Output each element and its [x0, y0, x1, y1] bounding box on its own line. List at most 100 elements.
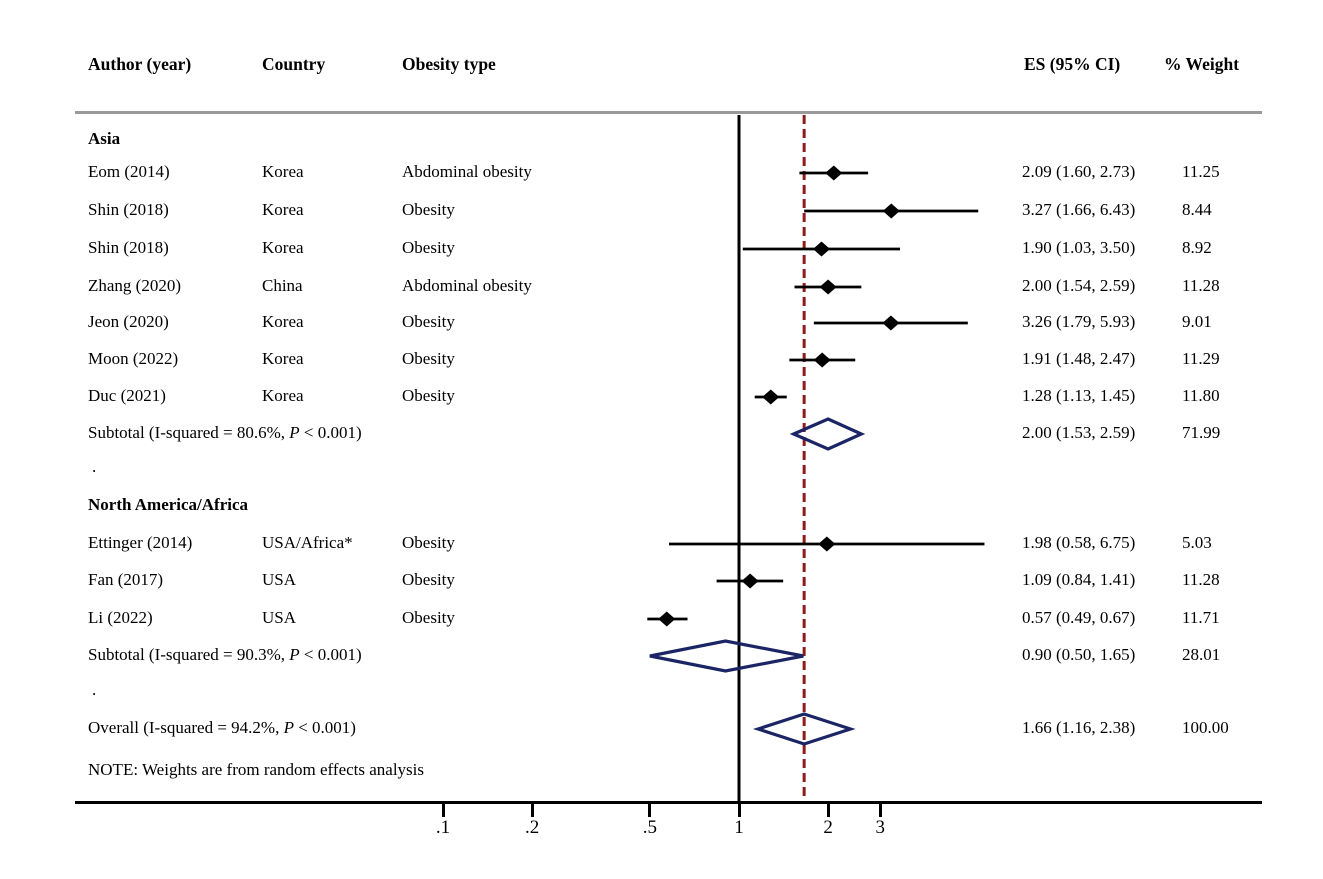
- author-cell: Ettinger (2014): [88, 533, 193, 552]
- subtotal-pooled-diamond: [789, 417, 866, 451]
- country-cell: Korea: [262, 386, 304, 405]
- es-ci-cell: 1.90 (1.03, 3.50): [1022, 238, 1136, 257]
- weight-cell: 11.28: [1182, 570, 1220, 589]
- label-post: < 0.001): [299, 423, 362, 442]
- header-separator-line: [75, 111, 1262, 114]
- es-ci-cell: 3.27 (1.66, 6.43): [1022, 200, 1136, 219]
- es-ci-cell: 1.98 (0.58, 6.75): [1022, 533, 1136, 552]
- axis-tick: [826, 803, 830, 817]
- point-estimate-marker: [882, 203, 900, 219]
- study-row: Moon (2022) Korea Obesity 1.91 (1.48, 2.47)…: [0, 346, 1323, 372]
- obesity-type-cell: Obesity: [402, 570, 455, 589]
- section-row: Asia: [0, 126, 1323, 152]
- study-row: Jeon (2020) Korea Obesity 3.26 (1.79, 5.93)…: [0, 309, 1323, 335]
- es-ci-cell: 1.28 (1.13, 1.45): [1022, 386, 1136, 405]
- obesity-type-cell: Abdominal obesity: [402, 162, 532, 181]
- label-p-italic: P: [289, 423, 300, 442]
- study-row: Eom (2014) Korea Abdominal obesity 2.09 (1.…: [0, 159, 1323, 185]
- obesity-type-cell: Obesity: [402, 533, 455, 552]
- spacer-row: .: [0, 677, 1323, 703]
- weight-cell: 8.44: [1182, 200, 1212, 219]
- subtotal-pooled-diamond: [649, 639, 804, 673]
- weight-cell: 5.03: [1182, 533, 1212, 552]
- point-estimate-marker: [658, 611, 676, 627]
- es-ci-cell: 1.66 (1.16, 2.38): [1022, 718, 1136, 737]
- author-cell: Eom (2014): [88, 162, 170, 181]
- column-header-obesity-type: Obesity type: [402, 54, 496, 74]
- es-ci-cell: 0.57 (0.49, 0.67): [1022, 608, 1136, 627]
- point-estimate-marker: [741, 573, 759, 589]
- country-cell: China: [262, 276, 303, 295]
- label-post: < 0.001): [293, 718, 356, 737]
- label-p-italic: P: [283, 718, 294, 737]
- column-header-country: Country: [262, 54, 326, 74]
- note-row: NOTE: Weights are from random effects an…: [0, 757, 1323, 783]
- country-cell: Korea: [262, 238, 304, 257]
- point-estimate-marker: [762, 389, 780, 405]
- point-estimate-marker: [818, 536, 836, 552]
- obesity-type-cell: Obesity: [402, 312, 455, 331]
- axis-tick: [530, 803, 534, 817]
- note-text: NOTE: Weights are from random effects an…: [88, 760, 425, 779]
- spacer-row: .: [0, 454, 1323, 480]
- column-header-author: Author (year): [88, 54, 192, 74]
- obesity-type-cell: Abdominal obesity: [402, 276, 532, 295]
- weight-cell: 71.99: [1182, 423, 1221, 442]
- axis-tick-label: 1: [734, 817, 744, 838]
- author-cell: Shin (2018): [88, 238, 169, 257]
- overall-pooled-diamond: [752, 712, 856, 746]
- weight-cell: 11.28: [1182, 276, 1220, 295]
- point-estimate-marker: [825, 165, 843, 181]
- point-estimate-marker: [813, 241, 831, 257]
- axis-tick: [737, 803, 741, 817]
- author-cell: Duc (2021): [88, 386, 166, 405]
- subtotal-label: Subtotal (I-squared = 80.6%, P < 0.001): [88, 420, 362, 446]
- label-pre: Subtotal (I-squared = 80.6%,: [88, 423, 290, 442]
- obesity-type-cell: Obesity: [402, 608, 455, 627]
- axis-tick-label: 3: [875, 817, 885, 838]
- country-cell: Korea: [262, 200, 304, 219]
- overall-row: Overall (I-squared = 94.2%, P < 0.001) 1.…: [0, 715, 1323, 741]
- country-cell: Korea: [262, 162, 304, 181]
- study-row: Ettinger (2014) USA/Africa* Obesity 1.98 (0…: [0, 530, 1323, 556]
- overall-label: Overall (I-squared = 94.2%, P < 0.001): [88, 715, 356, 741]
- axis-tick-label: .2: [524, 817, 540, 838]
- es-ci-cell: 1.91 (1.48, 2.47): [1022, 349, 1136, 368]
- section-row: North America/Africa: [0, 492, 1323, 518]
- weight-cell: 8.92: [1182, 238, 1212, 257]
- author-cell: Li (2022): [88, 608, 153, 627]
- author-cell: Jeon (2020): [88, 312, 169, 331]
- author-cell: Shin (2018): [88, 200, 169, 219]
- axis-tick-label: 2: [823, 817, 833, 838]
- label-pre: Overall (I-squared = 94.2%,: [88, 718, 284, 737]
- weight-cell: 28.01: [1182, 645, 1221, 664]
- obesity-type-cell: Obesity: [402, 200, 455, 219]
- study-row: Shin (2018) Korea Obesity 3.27 (1.66, 6.43)…: [0, 197, 1323, 223]
- obesity-type-cell: Obesity: [402, 238, 455, 257]
- study-row: Duc (2021) Korea Obesity 1.28 (1.13, 1.45) 1…: [0, 383, 1323, 409]
- es-ci-cell: 2.00 (1.54, 2.59): [1022, 276, 1136, 295]
- author-cell: Fan (2017): [88, 570, 164, 589]
- label-pre: Subtotal (I-squared = 90.3%,: [88, 645, 290, 664]
- study-row: Zhang (2020) China Abdominal obesity 2.00 (…: [0, 273, 1323, 299]
- es-ci-cell: 2.09 (1.60, 2.73): [1022, 162, 1136, 181]
- spacer-dot: .: [92, 457, 97, 476]
- es-ci-cell: 2.00 (1.53, 2.59): [1022, 423, 1136, 442]
- axis-tick: [441, 803, 445, 817]
- weight-cell: 11.71: [1182, 608, 1220, 627]
- subtotal-row: Subtotal (I-squared = 90.3%, P < 0.001) 0…: [0, 642, 1323, 668]
- weight-cell: 11.80: [1182, 386, 1220, 405]
- study-row: Li (2022) USA Obesity 0.57 (0.49, 0.67) 11.7…: [0, 605, 1323, 631]
- es-ci-cell: 3.26 (1.79, 5.93): [1022, 312, 1136, 331]
- spacer-dot: .: [92, 680, 97, 699]
- axis-tick-label: .5: [642, 817, 658, 838]
- study-row: Shin (2018) Korea Obesity 1.90 (1.03, 3.50)…: [0, 235, 1323, 261]
- axis-tick: [878, 803, 882, 817]
- subtotal-label: Subtotal (I-squared = 90.3%, P < 0.001): [88, 642, 362, 668]
- weight-cell: 11.29: [1182, 349, 1220, 368]
- point-estimate-marker: [882, 315, 900, 331]
- country-cell: Korea: [262, 312, 304, 331]
- x-axis-line: [75, 801, 1262, 804]
- weight-cell: 100.00: [1182, 718, 1229, 737]
